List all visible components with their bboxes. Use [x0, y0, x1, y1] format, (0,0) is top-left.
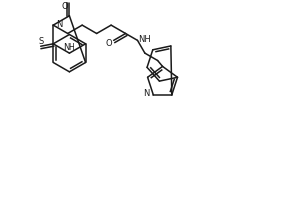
- Text: N: N: [63, 43, 70, 52]
- Text: H: H: [68, 43, 74, 52]
- Text: N: N: [56, 20, 62, 29]
- Text: O: O: [61, 2, 68, 11]
- Text: NH: NH: [138, 35, 151, 44]
- Text: S: S: [38, 37, 43, 46]
- Text: O: O: [105, 39, 112, 48]
- Text: N: N: [143, 89, 150, 98]
